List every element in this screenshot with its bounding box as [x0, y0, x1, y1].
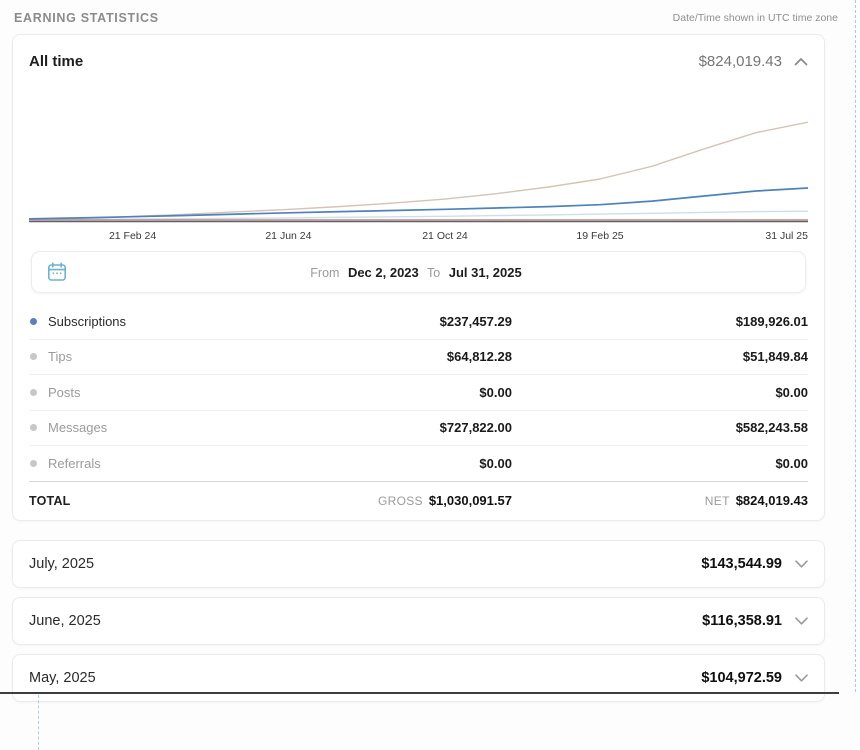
- table-total-row: TOTAL GROSS $1,030,091.57 NET $824,019.43: [29, 480, 808, 520]
- total-gross-amount: $1,030,091.57: [428, 493, 512, 508]
- chevron-down-icon[interactable]: [795, 559, 808, 568]
- row-label: Messages: [48, 420, 108, 436]
- row-net-amount: $0.00: [775, 455, 808, 471]
- gross-caption: GROSS: [377, 494, 423, 508]
- legend-toggle-tips[interactable]: Tips: [29, 349, 294, 364]
- date-from-value[interactable]: Dec 2, 2023: [347, 264, 419, 280]
- legend-toggle-messages[interactable]: Messages: [29, 420, 294, 435]
- earnings-chart[interactable]: 21 Feb 24 21 Jun 24 21 Oct 24 19 Feb 25 31 J…: [29, 87, 808, 247]
- net-caption: NET: [704, 494, 730, 508]
- x-axis-tick: 21 Jun 24: [265, 230, 312, 242]
- month-card-july-2025[interactable]: July, 2025 $143,544.99: [12, 539, 825, 588]
- row-gross-amount: $727,822.00: [439, 420, 512, 436]
- x-axis-labels: 21 Feb 24 21 Jun 24 21 Oct 24 19 Feb 25 31 J…: [29, 225, 808, 247]
- month-amount: $116,358.91: [702, 612, 782, 629]
- row-label: Subscriptions: [48, 313, 127, 329]
- x-axis-tick: 21 Oct 24: [422, 230, 468, 242]
- row-gross-amount: $64,812.28: [446, 349, 512, 365]
- month-label: May, 2025: [29, 669, 96, 686]
- all-time-card: All time $824,019.43 21 Feb 24 21 Jun 24 2…: [12, 34, 825, 521]
- table-row-tips[interactable]: Tips $64,812.28 $51,849.84: [29, 340, 808, 375]
- series-dot-subscriptions: [30, 317, 37, 325]
- earnings-table: Subscriptions $237,457.29 $189,926.01 Ti…: [29, 304, 808, 520]
- x-axis-tick: 31 Jul 25: [765, 230, 808, 242]
- timezone-note: Date/Time shown in UTC time zone: [672, 12, 838, 24]
- row-label: Referrals: [48, 455, 101, 471]
- row-net-amount: $582,243.58: [735, 420, 808, 436]
- window-bottom-edge: [0, 692, 839, 694]
- date-range-picker[interactable]: From Dec 2, 2023 To Jul 31, 2025: [31, 251, 806, 293]
- date-range-text: From Dec 2, 2023 To Jul 31, 2025: [32, 265, 805, 280]
- all-time-amount: $824,019.43: [698, 52, 782, 70]
- date-to-value[interactable]: Jul 31, 2025: [448, 264, 522, 280]
- month-label: July, 2025: [29, 555, 95, 572]
- row-label: Posts: [48, 384, 81, 400]
- month-amount: $143,544.99: [701, 555, 782, 572]
- series-dot-referrals: [30, 459, 37, 467]
- calendar-icon[interactable]: [46, 261, 68, 283]
- row-net-amount: $51,849.84: [742, 349, 808, 365]
- legend-toggle-subscriptions[interactable]: Subscriptions: [29, 314, 294, 329]
- date-from-label: From: [310, 265, 340, 280]
- row-gross-amount: $0.00: [479, 455, 512, 471]
- chevron-down-icon[interactable]: [795, 616, 808, 625]
- total-net-amount: $824,019.43: [735, 493, 808, 508]
- chevron-down-icon[interactable]: [795, 673, 808, 682]
- row-net-amount: $0.00: [775, 384, 808, 400]
- date-to-label: To: [427, 265, 441, 280]
- series-dot-messages: [30, 424, 37, 432]
- series-dot-posts: [30, 388, 37, 396]
- total-label: TOTAL: [29, 493, 71, 508]
- series-dot-tips: [30, 353, 37, 361]
- page-title: EARNING STATISTICS: [14, 11, 159, 25]
- x-axis-tick: 19 Feb 25: [576, 230, 624, 242]
- page-guide-line-left: [38, 695, 39, 750]
- table-row-messages[interactable]: Messages $727,822.00 $582,243.58: [29, 411, 808, 446]
- table-row-posts[interactable]: Posts $0.00 $0.00: [29, 375, 808, 411]
- legend-toggle-referrals[interactable]: Referrals: [29, 456, 294, 471]
- all-time-summary-toggle[interactable]: All time $824,019.43: [29, 43, 808, 79]
- legend-toggle-posts[interactable]: Posts: [29, 385, 294, 400]
- earnings-chart-canvas: [29, 87, 808, 225]
- row-gross-amount: $0.00: [479, 384, 512, 400]
- row-label: Tips: [48, 349, 73, 365]
- row-net-amount: $189,926.01: [735, 313, 808, 329]
- page-guide-line-right: [855, 0, 856, 692]
- table-row-subscriptions[interactable]: Subscriptions $237,457.29 $189,926.01: [29, 304, 808, 340]
- month-amount: $104,972.59: [701, 669, 782, 686]
- table-row-referrals[interactable]: Referrals $0.00 $0.00: [29, 446, 808, 482]
- page-header: EARNING STATISTICS Date/Time shown in UT…: [0, 0, 860, 34]
- chevron-up-icon[interactable]: [794, 57, 808, 66]
- month-label: June, 2025: [29, 612, 101, 629]
- month-card-june-2025[interactable]: June, 2025 $116,358.91: [12, 596, 825, 645]
- month-card-may-2025[interactable]: May, 2025 $104,972.59: [12, 653, 825, 702]
- x-axis-tick: 21 Feb 24: [108, 230, 157, 242]
- all-time-label: All time: [29, 52, 84, 70]
- row-gross-amount: $237,457.29: [439, 313, 512, 329]
